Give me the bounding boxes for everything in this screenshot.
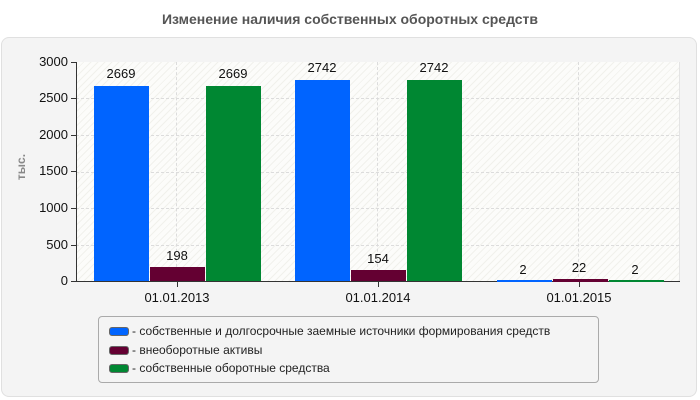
y-axis-title: тыс. bbox=[14, 153, 29, 181]
y-tick-label: 2500 bbox=[39, 90, 68, 105]
y-tick-label: 0 bbox=[60, 273, 68, 288]
y-tick bbox=[71, 98, 76, 99]
bar-2015-sources bbox=[497, 280, 552, 282]
plot-area bbox=[76, 62, 680, 282]
x-tick bbox=[579, 282, 580, 287]
legend-swatch-icon bbox=[109, 326, 129, 336]
y-tick bbox=[71, 135, 76, 136]
bar-2014-sources bbox=[295, 80, 350, 281]
value-label: 198 bbox=[166, 248, 188, 263]
y-tick-label: 2000 bbox=[39, 127, 68, 142]
bar-2014-working-capital bbox=[407, 80, 462, 281]
chart-legend: - собственные и долгосрочные заемные ист… bbox=[98, 316, 599, 383]
legend-swatch-icon bbox=[109, 345, 129, 355]
y-tick-label: 500 bbox=[46, 237, 68, 252]
bar-2013-sources bbox=[94, 86, 149, 281]
y-tick bbox=[71, 171, 76, 172]
bar-2013-noncurrent-assets bbox=[150, 267, 205, 281]
value-label: 2669 bbox=[218, 66, 248, 81]
legend-swatch-icon bbox=[109, 363, 129, 373]
y-tick-label: 1000 bbox=[39, 200, 68, 215]
y-tick-label: 1500 bbox=[39, 163, 68, 178]
x-tick bbox=[378, 282, 379, 287]
y-tick bbox=[71, 62, 76, 63]
x-axis bbox=[76, 281, 680, 282]
bar-2013-working-capital bbox=[206, 86, 261, 281]
y-tick bbox=[71, 208, 76, 209]
y-tick bbox=[71, 245, 76, 246]
legend-label: - собственные и долгосрочные заемные ист… bbox=[132, 324, 551, 338]
y-tick bbox=[71, 281, 76, 282]
y-axis bbox=[76, 62, 77, 282]
value-label: 22 bbox=[571, 260, 587, 275]
value-label: 2742 bbox=[419, 60, 449, 75]
x-tick-label: 01.01.2015 bbox=[546, 290, 612, 305]
bar-2015-noncurrent-assets bbox=[553, 279, 608, 282]
chart-title: Изменение наличия собственных оборотных … bbox=[161, 11, 539, 27]
value-label: 2669 bbox=[106, 66, 136, 81]
value-label: 154 bbox=[367, 251, 389, 266]
legend-label: - внеоборотные активы bbox=[132, 343, 263, 357]
vgridline bbox=[176, 62, 177, 282]
value-label: 2 bbox=[519, 262, 527, 277]
y-tick-label: 3000 bbox=[39, 54, 68, 69]
bar-2015-working-capital bbox=[609, 280, 664, 282]
x-tick bbox=[177, 282, 178, 287]
x-tick-label: 01.01.2014 bbox=[345, 290, 411, 305]
bar-2014-noncurrent-assets bbox=[351, 270, 406, 281]
legend-item-sources: - собственные и долгосрочные заемные ист… bbox=[109, 323, 550, 339]
vgridline bbox=[377, 62, 378, 282]
legend-item-noncurrent-assets: - внеоборотные активы bbox=[109, 342, 262, 358]
vgridline bbox=[578, 62, 579, 282]
value-label: 2 bbox=[631, 262, 639, 277]
value-label: 2742 bbox=[307, 60, 337, 75]
x-tick-label: 01.01.2013 bbox=[144, 290, 210, 305]
legend-item-working-capital: - собственные оборотные средства bbox=[109, 360, 330, 376]
legend-label: - собственные оборотные средства bbox=[132, 361, 330, 375]
